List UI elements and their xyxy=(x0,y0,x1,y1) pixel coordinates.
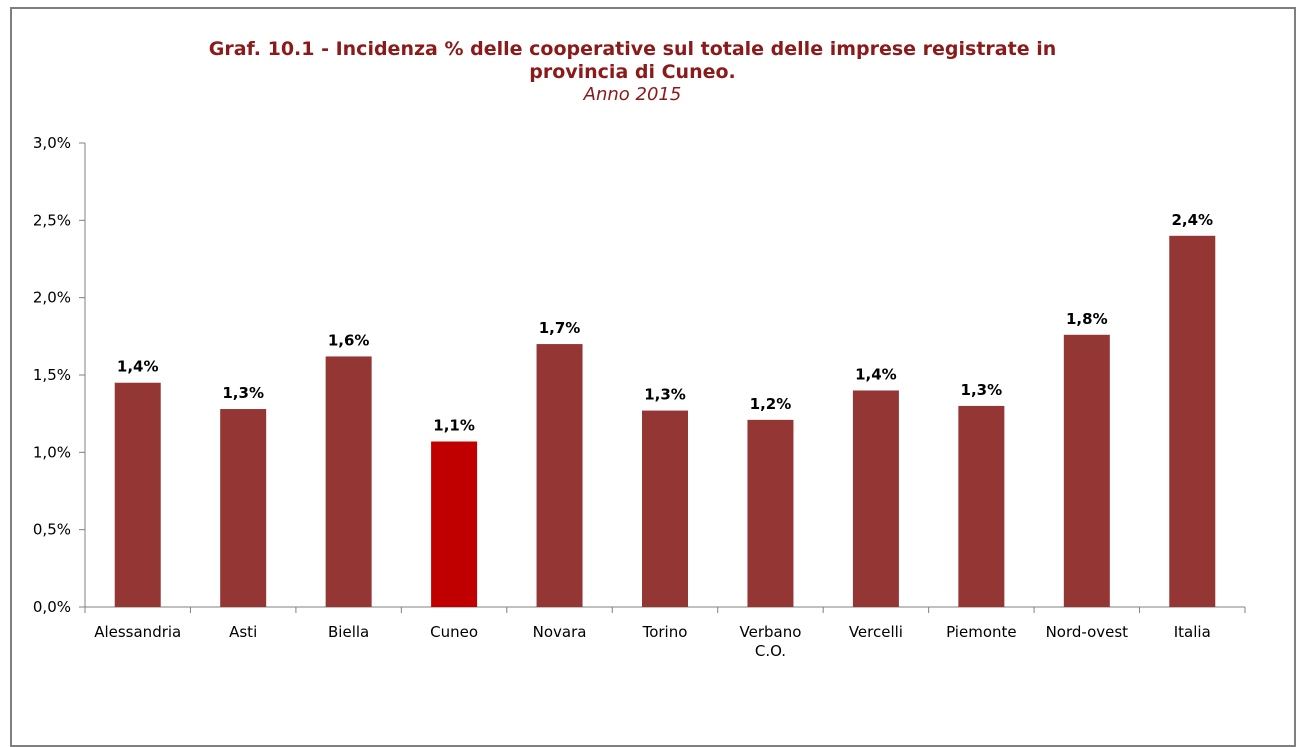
category-label: Verbano xyxy=(740,623,802,641)
bar xyxy=(642,410,688,607)
chart-title-line2: provincia di Cuneo. xyxy=(529,61,736,83)
data-label: 1,4% xyxy=(855,365,897,383)
bar xyxy=(325,356,372,607)
data-label: 1,3% xyxy=(961,381,1003,399)
bar xyxy=(114,382,161,607)
category-label: Novara xyxy=(533,623,587,641)
category-label: Nord-ovest xyxy=(1046,623,1129,641)
bar xyxy=(220,409,267,607)
y-tick-label: 0,0% xyxy=(33,598,71,616)
category-label: Vercelli xyxy=(849,623,903,641)
category-label: Torino xyxy=(642,623,688,641)
y-tick-label: 2,0% xyxy=(33,289,71,307)
category-label: Asti xyxy=(229,623,257,641)
category-label: C.O. xyxy=(755,642,786,660)
bar xyxy=(536,344,583,607)
chart-title-line1: Graf. 10.1 - Incidenza % delle cooperati… xyxy=(208,38,1057,60)
y-tick-label: 1,5% xyxy=(33,366,71,384)
bar xyxy=(431,441,478,607)
bar xyxy=(1063,334,1110,607)
chart-subtitle: Anno 2015 xyxy=(583,84,682,105)
bar xyxy=(958,405,1005,607)
bar xyxy=(852,390,899,607)
y-tick-label: 0,5% xyxy=(33,521,71,539)
data-label: 1,7% xyxy=(539,319,581,337)
category-label: Piemonte xyxy=(946,623,1017,641)
category-label: Cuneo xyxy=(430,623,478,641)
bar xyxy=(1169,235,1216,608)
chart-title-block: Graf. 10.1 - Incidenza % delle cooperati… xyxy=(0,38,1265,106)
category-label: Biella xyxy=(328,623,369,641)
bar xyxy=(747,419,794,607)
y-tick-label: 2,5% xyxy=(33,211,71,229)
y-tick-label: 1,0% xyxy=(33,443,71,461)
data-label: 1,2% xyxy=(750,395,792,413)
y-tick-label: 3,0% xyxy=(33,134,71,152)
data-label: 1,8% xyxy=(1066,310,1108,328)
data-label: 1,1% xyxy=(433,417,475,435)
data-label: 1,6% xyxy=(328,331,370,349)
category-label: Alessandria xyxy=(94,623,181,641)
data-label: 1,3% xyxy=(644,386,686,404)
data-label: 2,4% xyxy=(1171,211,1213,229)
data-label: 1,3% xyxy=(222,384,264,402)
category-label: Italia xyxy=(1174,623,1211,641)
data-label: 1,4% xyxy=(117,358,159,376)
